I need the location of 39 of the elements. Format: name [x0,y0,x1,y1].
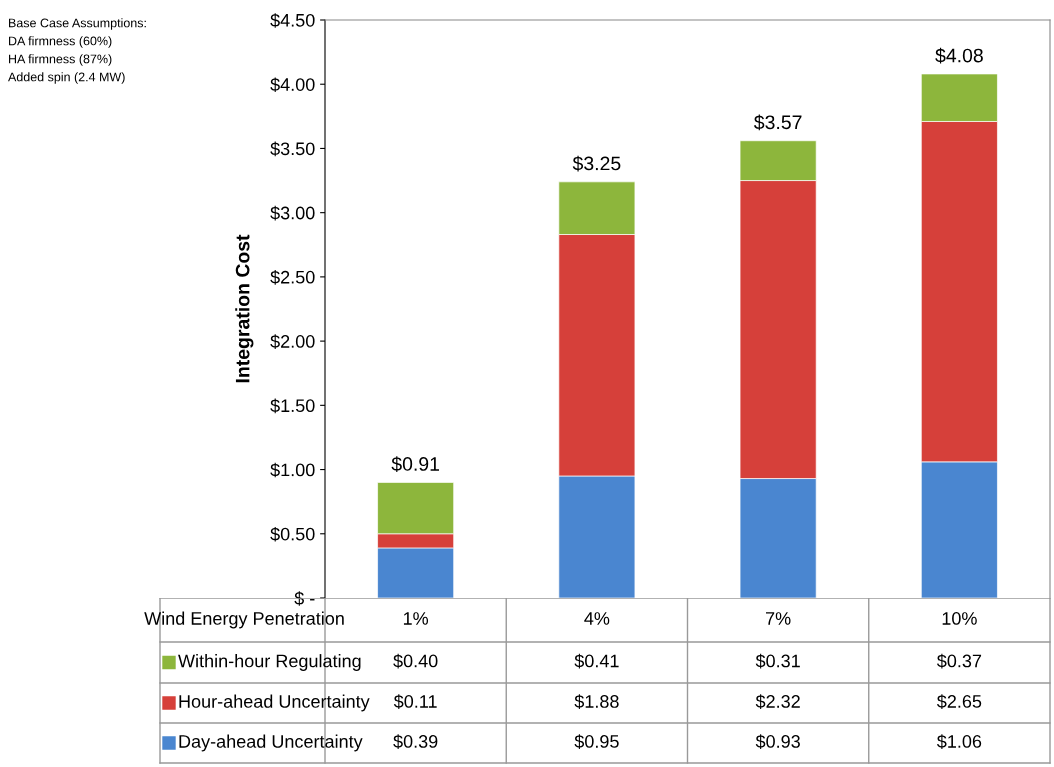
total-label: $0.91 [391,456,440,473]
text: HA firmness (87%) [9,54,112,66]
data-label: $2.65 [936,694,982,709]
x-tick-label: 1% [403,612,429,625]
total-label: $4.08 [935,47,983,64]
data-label: $0.39 [393,734,438,749]
data-label: $1.06 [936,734,982,749]
data-label: $0.31 [755,653,800,669]
y-tick-label: $2.00 [270,334,315,349]
y-tick-label: $1.50 [270,398,315,414]
data-label: $0.41 [574,653,619,669]
data-label: $0.95 [574,734,619,749]
y-tick-label: $ - [294,591,315,606]
x-tick-label: 4% [584,612,610,625]
y-tick-label: $4.00 [270,77,315,93]
y-tick-label: $4.50 [270,13,315,28]
text: Base Case Assumptions: [9,18,146,30]
data-label: $2.32 [755,694,800,709]
text: DA firmness (60%) [9,36,112,48]
y-tick-label: $3.00 [270,205,315,221]
x-axis-title: Wind Energy Penetration [144,611,344,629]
legend-label: Day-ahead Uncertainty [179,734,363,752]
data-label: $1.88 [574,694,619,709]
y-tick-label: $2.50 [270,270,315,285]
x-tick-label: 10% [942,612,977,625]
data-label: $0.40 [393,653,438,669]
y-tick-label: $3.50 [270,141,315,157]
data-label: $0.37 [936,653,982,669]
text: Added spin (2.4 MW) [8,72,125,84]
y-tick-label: $0.50 [270,526,315,542]
data-label: $0.93 [755,734,800,749]
legend-label: Within-hour Regulating [178,654,361,671]
x-tick-label: 7% [766,612,791,625]
data-label: $0.11 [393,694,437,709]
y-tick-label: $1.00 [270,462,315,478]
legend-label: Hour-ahead Uncertainty [179,694,370,712]
total-label: $3.57 [754,114,802,131]
y-axis-title: Integration Cost [235,234,254,383]
total-label: $3.25 [572,155,621,172]
